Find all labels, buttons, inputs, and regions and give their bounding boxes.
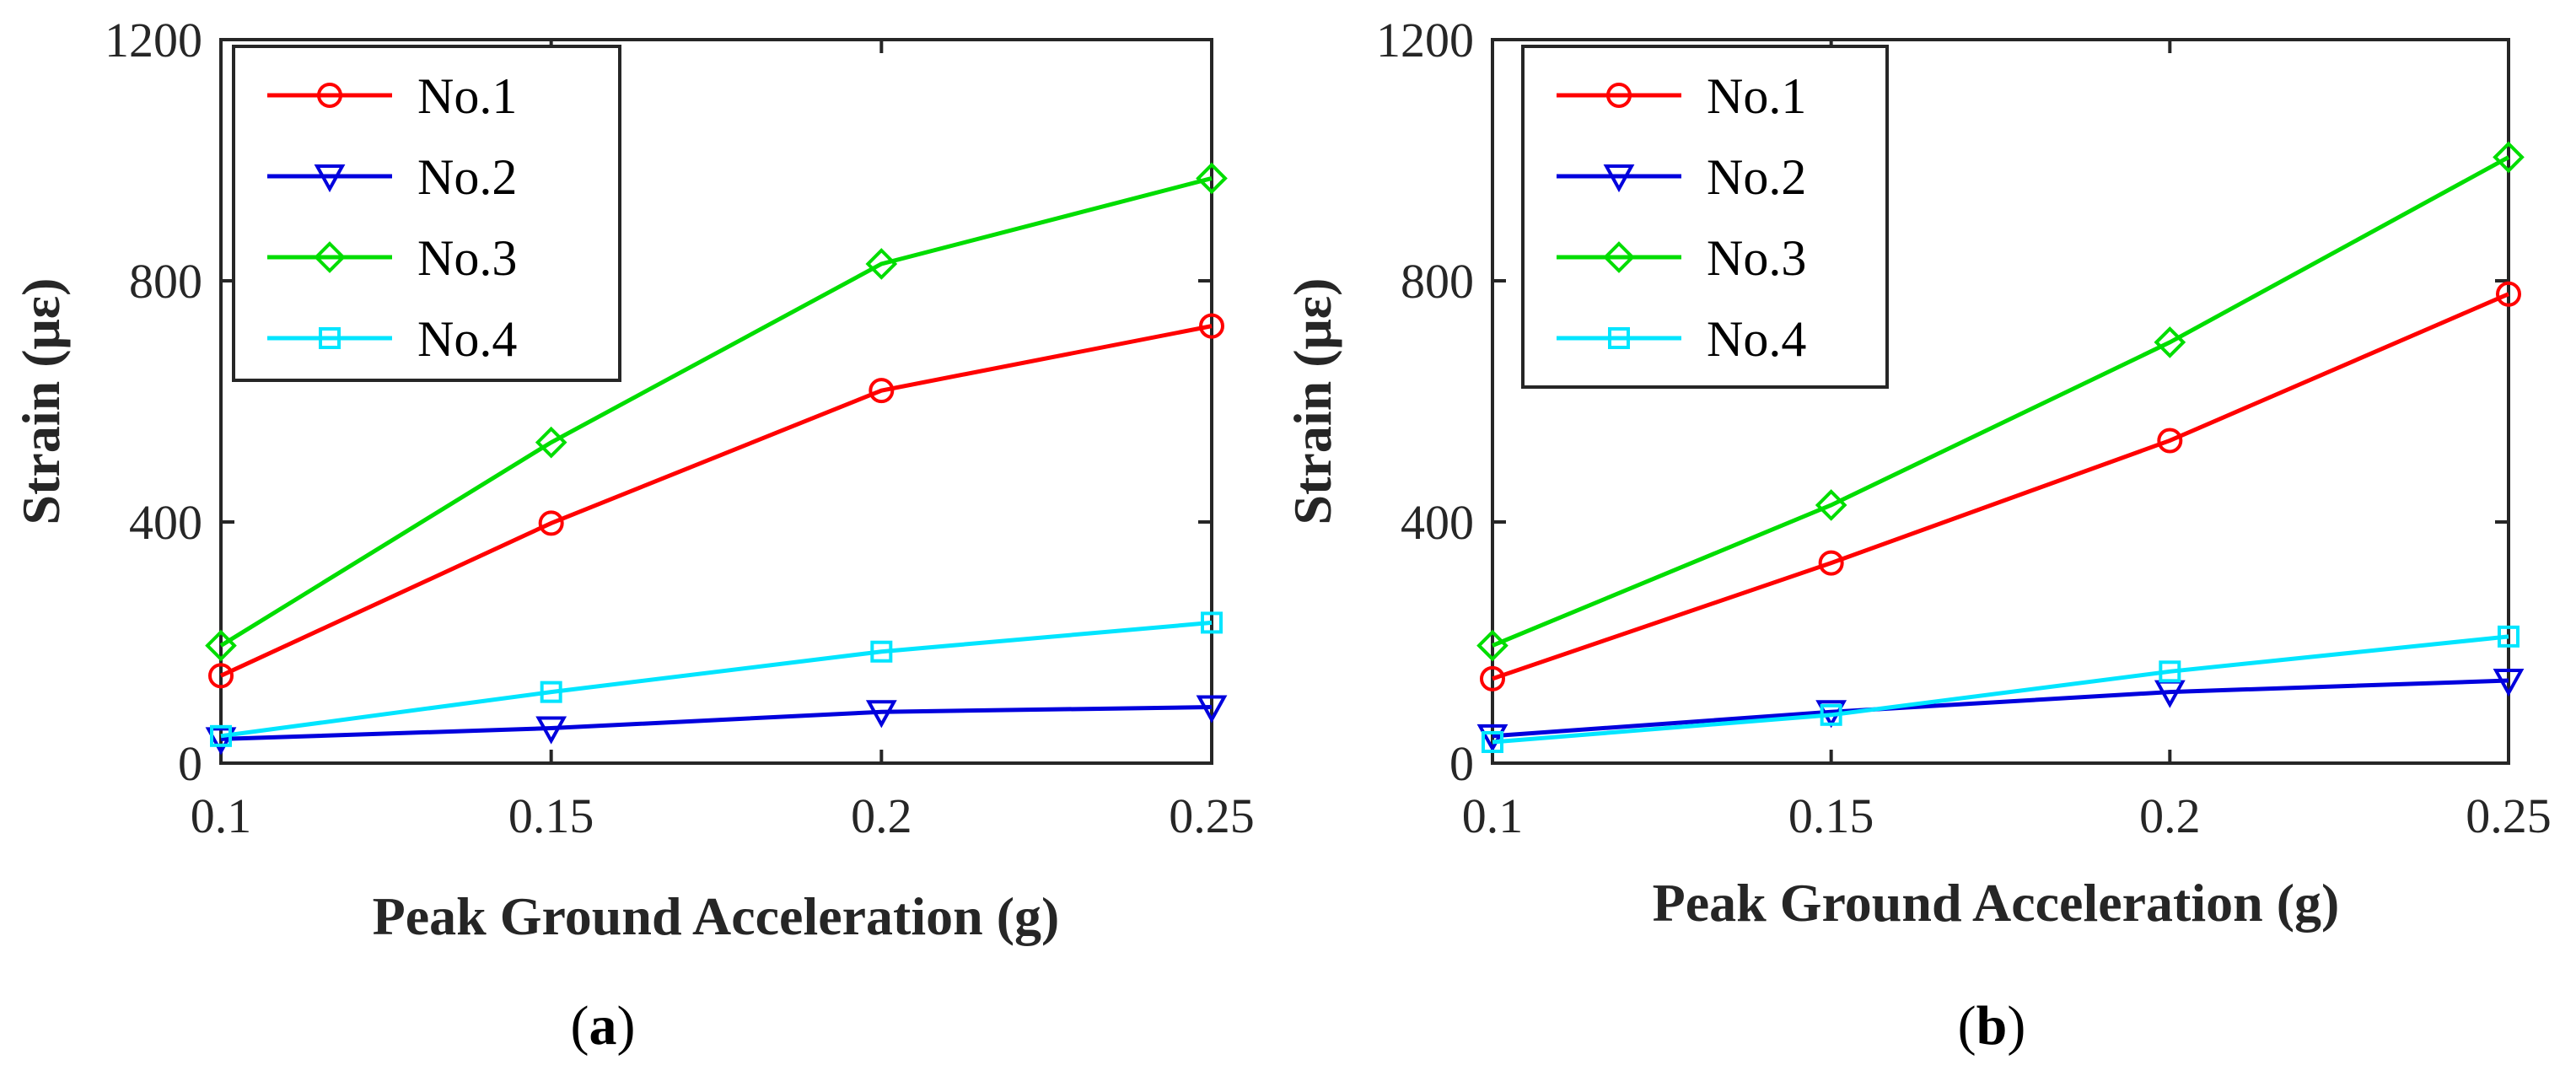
- legend-marker: [1608, 327, 1630, 349]
- data-point: [1480, 665, 1505, 691]
- y-tick-label: 800: [129, 254, 202, 309]
- x-axis-label: Peak Ground Acceleration (g): [373, 886, 1060, 946]
- chart-panel-b: 0.1 0.15 0.2 0.25 0 400 800 1200 Peak Ground Acc…: [1283, 13, 2552, 1057]
- series-line: [220, 620, 1213, 739]
- legend-marker: [314, 164, 346, 193]
- legend-marker: [1603, 241, 1635, 273]
- legend-entry: No.1: [417, 68, 517, 124]
- data-point: [1196, 162, 1228, 195]
- data-point: [2159, 660, 2181, 683]
- x-tick-label: 0.25: [2466, 788, 2552, 843]
- legend-box: [1521, 45, 1889, 389]
- series-line: [1492, 678, 2509, 739]
- y-tick-label: 0: [178, 736, 202, 791]
- y-tick-label: 400: [1401, 495, 1474, 550]
- x-tick-label: 0.1: [191, 788, 252, 843]
- legend-marker: [1603, 164, 1635, 193]
- x-tick-label: 0.15: [508, 788, 594, 843]
- data-point: [2496, 281, 2521, 307]
- data-point: [540, 681, 562, 703]
- y-tick-label: 1200: [1376, 13, 1474, 67]
- panel-letter: a: [589, 995, 617, 1057]
- data-point: [865, 248, 898, 280]
- panel-paren-open: (: [1958, 995, 1976, 1057]
- legend-entry: No.1: [1707, 68, 1806, 124]
- data-point: [1818, 550, 1844, 576]
- x-tick-label: 0.2: [2139, 788, 2201, 843]
- data-point: [1482, 730, 1503, 753]
- series-no1: [208, 313, 1224, 689]
- data-point: [869, 378, 895, 404]
- data-point: [2157, 428, 2183, 454]
- chart-panel-a: 0.1 0.15 0.2 0.25 0 400 800 1200 Peak Ground Acc…: [11, 13, 1255, 1057]
- panel-label: (b): [1958, 995, 2026, 1057]
- series-line: [1492, 155, 2510, 648]
- series-no4: [1482, 625, 2520, 753]
- data-point: [205, 629, 237, 662]
- legend-marker: [1606, 83, 1632, 108]
- data-point: [1201, 611, 1223, 634]
- legend-marker: [314, 241, 346, 273]
- y-tick-label: 800: [1401, 254, 1474, 309]
- legend: No.1 No.2 No.3 No.4: [232, 45, 621, 382]
- data-point: [1199, 313, 1224, 339]
- legend-entry: No.2: [1707, 149, 1806, 205]
- data-point: [1815, 489, 1847, 521]
- data-point: [865, 700, 897, 729]
- panel-paren-open: (: [571, 995, 589, 1057]
- data-point: [535, 716, 567, 745]
- legend-marker: [319, 327, 341, 349]
- series-no1: [1480, 281, 2521, 691]
- data-point: [1476, 629, 1508, 662]
- legend-entry: No.3: [417, 230, 517, 286]
- data-point: [2154, 326, 2186, 358]
- x-tick-label: 0.2: [851, 788, 912, 843]
- legend-entry: No.2: [417, 149, 517, 205]
- y-tick-label: 400: [129, 495, 202, 550]
- series-line: [1492, 634, 2509, 745]
- panel-label: (a): [571, 995, 636, 1057]
- legend-entry: No.4: [1707, 311, 1806, 367]
- x-tick-label: 0.1: [1462, 788, 1524, 843]
- x-axis-label: Peak Ground Acceleration (g): [1653, 873, 2340, 933]
- data-point: [208, 663, 234, 689]
- legend: No.1 No.2 No.3 No.4: [1521, 45, 1889, 389]
- y-tick-label: 0: [1449, 736, 1474, 791]
- panel-paren-close: ): [617, 995, 636, 1057]
- series-line: [219, 324, 1213, 678]
- legend-marker: [317, 83, 342, 108]
- data-point: [1820, 703, 1842, 726]
- series-line: [219, 176, 1213, 648]
- data-point: [538, 510, 564, 536]
- data-point: [1196, 695, 1228, 724]
- data-point: [1476, 724, 1508, 752]
- data-point: [210, 724, 232, 747]
- data-point: [2493, 669, 2525, 697]
- data-point: [870, 640, 893, 663]
- legend-entry: No.3: [1707, 230, 1806, 286]
- panel-letter: b: [1976, 995, 2008, 1057]
- series-no4: [210, 611, 1223, 747]
- data-point: [2493, 141, 2525, 174]
- legend-entry: No.4: [417, 311, 517, 367]
- series-line: [1492, 292, 2509, 681]
- data-point: [2498, 625, 2520, 648]
- x-tick-label: 0.15: [1788, 788, 1874, 843]
- series-line: [220, 705, 1213, 741]
- y-axis-label: Strain (με): [1283, 278, 1342, 525]
- data-point: [535, 426, 567, 459]
- series-no2: [1476, 669, 2525, 752]
- series-no3: [1476, 141, 2525, 662]
- x-tick-label: 0.25: [1169, 788, 1255, 843]
- series-no2: [205, 695, 1228, 756]
- series-no3: [205, 162, 1228, 662]
- y-tick-label: 1200: [105, 13, 202, 67]
- legend-box: [232, 45, 621, 382]
- panel-paren-close: ): [2007, 995, 2025, 1057]
- y-axis-label: Strain (με): [11, 278, 71, 525]
- data-point: [205, 727, 237, 756]
